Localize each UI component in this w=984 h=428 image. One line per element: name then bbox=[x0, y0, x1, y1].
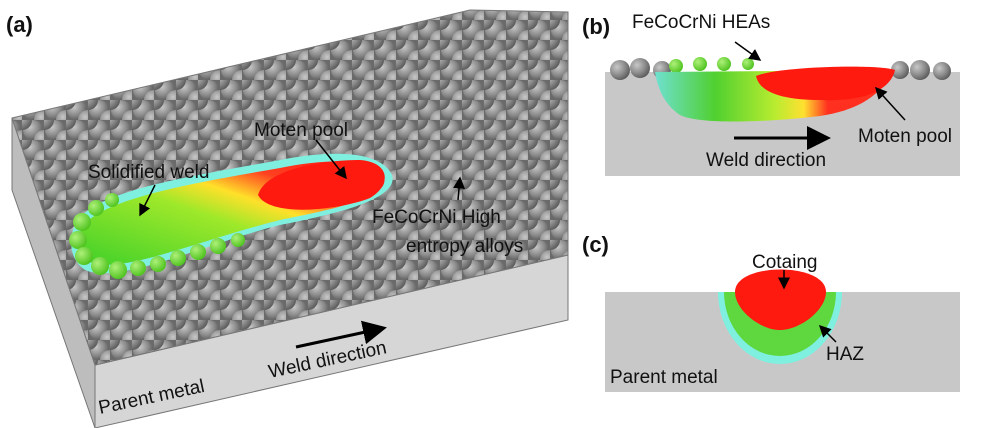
annotation: HAZ bbox=[826, 344, 864, 365]
panel-c: (c) Cotaing HAZ Parent metal bbox=[582, 232, 960, 392]
panel-a: (a) Moten pool Solidified weld FeCoCrNi … bbox=[6, 10, 568, 428]
panel-label: (b) bbox=[582, 14, 610, 39]
annotation: Cotaing bbox=[752, 252, 818, 273]
annotation: Moten pool bbox=[858, 126, 952, 147]
figure: (a) Moten pool Solidified weld FeCoCrNi … bbox=[0, 0, 984, 428]
annotation: entropy alloys bbox=[406, 236, 523, 257]
panel-b: (b) FeCoCrNi HEAs Moten pool Weld direct… bbox=[582, 12, 960, 176]
panel-label: (a) bbox=[6, 12, 33, 37]
pointer bbox=[735, 42, 760, 60]
annotation: Solidified weld bbox=[88, 162, 209, 183]
panel-label: (c) bbox=[582, 232, 609, 257]
annotation: FeCoCrNi High bbox=[372, 207, 501, 228]
green-particles bbox=[669, 57, 754, 73]
annotation: FeCoCrNi HEAs bbox=[632, 12, 770, 33]
annotation: Parent metal bbox=[610, 367, 718, 388]
annotation: Weld direction bbox=[706, 150, 826, 171]
annotation: Moten pool bbox=[254, 120, 348, 141]
